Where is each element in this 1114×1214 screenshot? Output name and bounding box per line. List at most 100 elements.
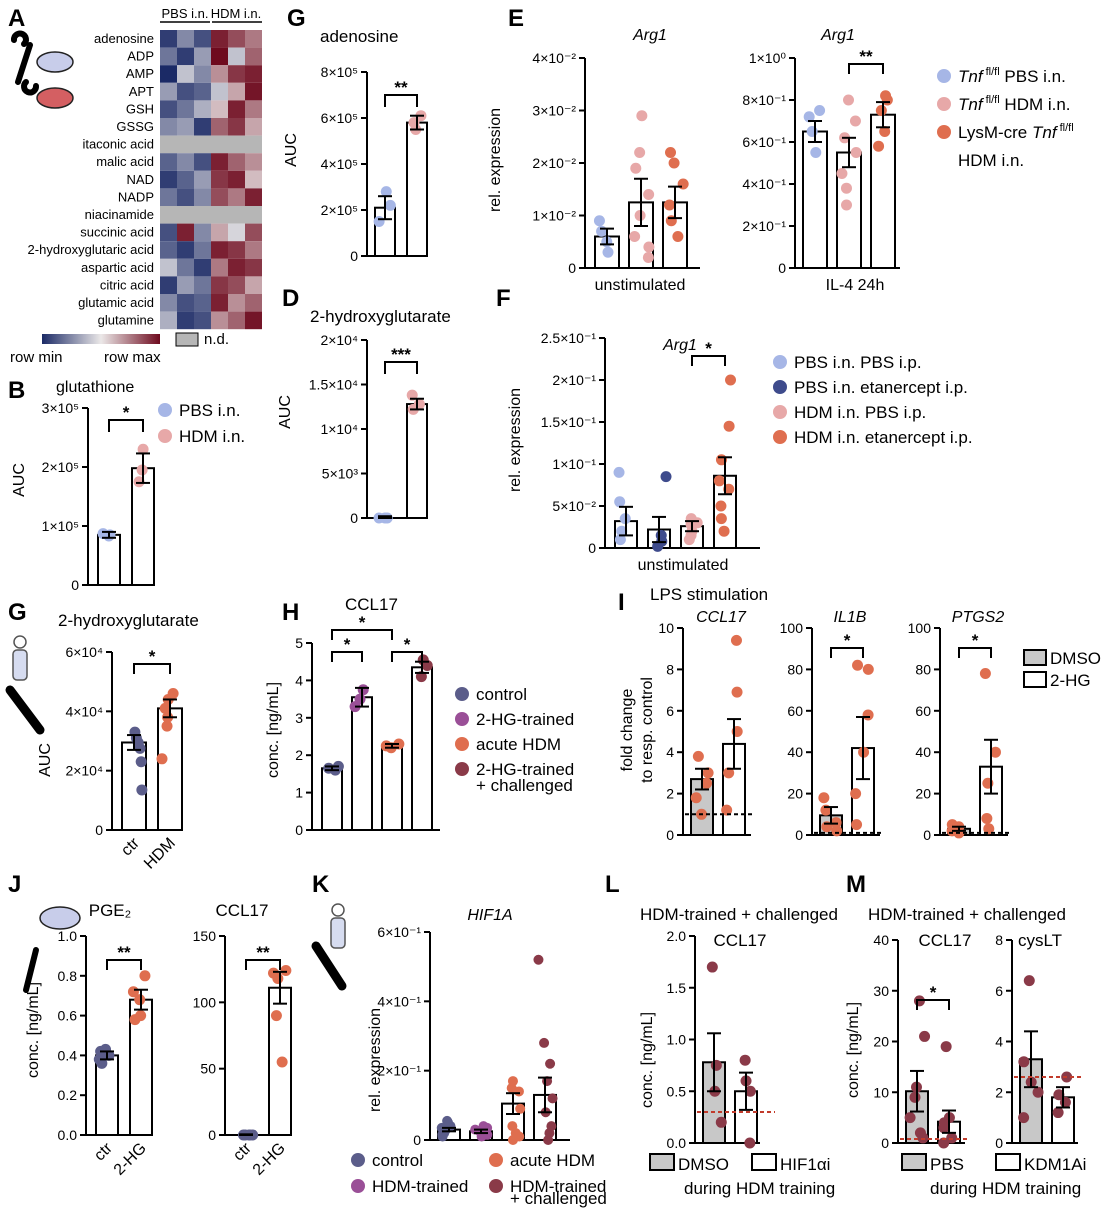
- legend-marker: [937, 125, 951, 139]
- y-tick-label: 2×10⁴: [320, 332, 358, 348]
- heatmap-cell: [245, 30, 262, 48]
- heatmap-cell: [211, 241, 228, 259]
- chart-title: Arg1: [662, 337, 697, 354]
- data-point: [613, 466, 625, 478]
- legend-label: HIF1αi: [780, 1155, 830, 1174]
- data-point: [831, 825, 843, 837]
- y-tick-label: 2×10⁻¹: [377, 1063, 421, 1079]
- legend-label: acute HDM: [476, 735, 561, 754]
- data-point: [715, 513, 727, 525]
- heatmap-cell: [245, 311, 262, 330]
- y-tick-label: 0: [208, 1127, 216, 1143]
- y-tick-label: 3: [295, 710, 303, 726]
- heatmap-cell: [160, 65, 177, 83]
- bar: [406, 403, 428, 519]
- legend-sup: fl/fl: [983, 94, 1000, 106]
- chart-title: Arg1: [632, 27, 667, 44]
- significance-bracket: [331, 629, 393, 640]
- data-point: [731, 686, 743, 698]
- heatmap-cell: [160, 276, 177, 294]
- y-tick-label: 0.2: [58, 1087, 78, 1103]
- data-point: [1032, 1086, 1044, 1098]
- y-axis-label: AUC: [11, 463, 28, 497]
- x-tick-label: HDM: [141, 835, 179, 873]
- data-point: [810, 147, 822, 158]
- y-tick-label: 0: [95, 822, 103, 838]
- significance-bracket: [108, 419, 144, 432]
- chart-title: 2-hydroxyglutarate: [310, 307, 451, 326]
- heatmap-cell: [245, 82, 262, 101]
- y-tick-label: 40: [873, 932, 889, 948]
- y-tick-label: 0.5: [667, 1083, 687, 1099]
- panel-label: H: [282, 599, 299, 626]
- data-point: [701, 777, 713, 789]
- data-point: [880, 90, 892, 102]
- chart-title: glutathione: [56, 379, 134, 396]
- data-point: [655, 529, 667, 541]
- bone-icon: [11, 30, 39, 96]
- heatmap-cell: [177, 100, 194, 118]
- legend-marker: [158, 429, 172, 443]
- panel-label: G: [8, 599, 27, 626]
- legend-label: DMSO: [678, 1155, 729, 1174]
- data-point: [630, 162, 642, 174]
- data-point: [862, 709, 874, 721]
- legend-label: HDM i.n. PBS i.p.: [794, 403, 926, 422]
- data-point: [979, 668, 991, 680]
- legend-label: HDM i.n.: [179, 427, 245, 446]
- heatmap-cell: [194, 135, 211, 154]
- group-label: PBS i.n.: [162, 6, 209, 21]
- data-point: [642, 252, 654, 263]
- data-point: [614, 534, 626, 546]
- heatmap-cell: [211, 170, 228, 189]
- y-tick-label: 20: [787, 786, 803, 802]
- data-point: [706, 961, 718, 973]
- heatmap-cell: [177, 65, 194, 83]
- heatmap-cell: [160, 294, 177, 312]
- legend-marker: [773, 430, 787, 444]
- y-axis-label: fold change: [619, 689, 636, 772]
- data-point: [692, 750, 704, 762]
- panel-label: M: [846, 871, 866, 898]
- significance-bracket: [691, 355, 726, 366]
- legend-label: control: [372, 1151, 423, 1170]
- panel-label: F: [496, 285, 511, 312]
- mouse-icon: [36, 51, 74, 73]
- data-point: [1023, 975, 1035, 987]
- syringe-icon: [5, 685, 45, 735]
- y-tick-label: 8: [995, 932, 1003, 948]
- x-tick-label: 2-HG: [111, 1140, 150, 1179]
- heatmap-cell: [160, 30, 177, 48]
- legend-marker: [489, 1179, 503, 1193]
- y-tick-label: 1: [295, 785, 303, 801]
- heatmap-cell: [245, 65, 262, 83]
- significance-star: **: [394, 78, 408, 97]
- y-tick-label: 100: [780, 620, 804, 636]
- heatmap-cell: [228, 30, 245, 48]
- y-axis-label: AUC: [277, 395, 294, 429]
- data-point: [602, 246, 614, 258]
- legend-italic: Tnf: [958, 95, 985, 114]
- y-tick-label: 1.5×10⁴: [309, 377, 358, 393]
- y-tick-label: 6: [995, 983, 1003, 999]
- heatmap-cell: [211, 82, 228, 101]
- data-point: [156, 753, 168, 765]
- data-point: [803, 111, 815, 123]
- heatmap-row-label: adenosine: [94, 31, 154, 46]
- x-axis-label: IL-4 24h: [826, 277, 885, 294]
- data-point: [739, 1054, 751, 1066]
- legend-label: PBS i.n. etanercept i.p.: [794, 378, 968, 397]
- x-tick-label: ctr: [230, 1139, 255, 1164]
- legend-label: HDM i.n.: [958, 151, 1024, 170]
- heatmap-cell: [245, 100, 262, 118]
- heatmap-row-label: succinic acid: [80, 225, 154, 240]
- data-point: [938, 1137, 950, 1149]
- data-point: [159, 702, 171, 714]
- legend-label: PBS i.n. PBS i.p.: [794, 353, 922, 372]
- legend-marker: [351, 1179, 365, 1193]
- heatmap-cell: [160, 223, 177, 242]
- legend-note: during HDM training: [930, 1179, 1081, 1198]
- legend-label: Tnf fl/fl PBS i.n.: [958, 66, 1066, 86]
- y-tick-label: 6×10⁻¹: [377, 924, 421, 940]
- y-tick-label: 0.6: [58, 1008, 78, 1024]
